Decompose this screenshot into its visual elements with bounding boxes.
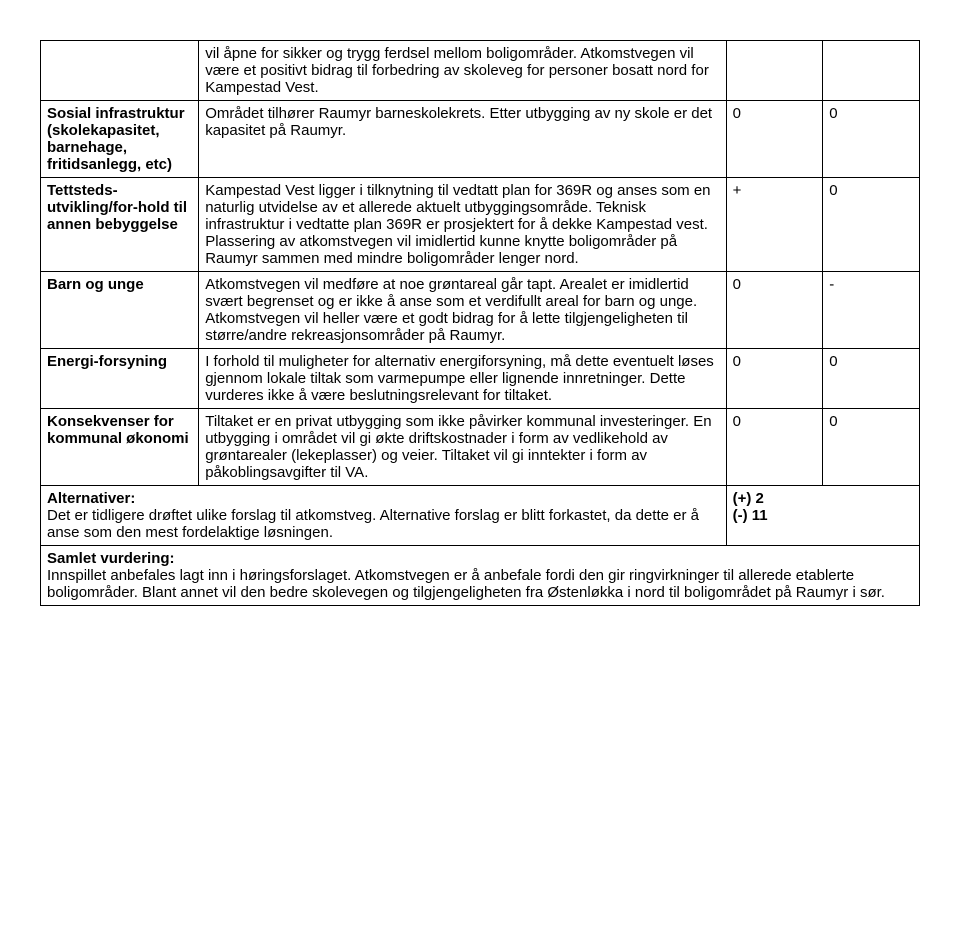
summary-heading: Samlet vurdering: (47, 550, 175, 567)
table-row: Energi-forsyning I forhold til mulighete… (41, 349, 920, 409)
row-desc: Området tilhører Raumyr barneskolekrets.… (199, 101, 726, 178)
table-row: Sosial infrastruktur (skolekapasitet, ba… (41, 101, 920, 178)
alt-score-plus: (+) 2 (733, 490, 913, 507)
row-score-1 (726, 41, 823, 101)
row-score-2: 0 (823, 101, 920, 178)
row-desc: Atkomstvegen vil medføre at noe grøntare… (199, 272, 726, 349)
row-score-1: 0 (726, 272, 823, 349)
summary-row: Samlet vurdering: Innspillet anbefales l… (41, 546, 920, 606)
table-row: Tettsteds-utvikling/for-hold til annen b… (41, 178, 920, 272)
table-row: vil åpne for sikker og trygg ferdsel mel… (41, 41, 920, 101)
row-score-1: 0 (726, 101, 823, 178)
row-desc: I forhold til muligheter for alternativ … (199, 349, 726, 409)
row-score-2: 0 (823, 178, 920, 272)
row-score-2: 0 (823, 409, 920, 486)
row-label: Energi-forsyning (41, 349, 199, 409)
row-score-2: 0 (823, 349, 920, 409)
table-row: Konsekvenser for kommunal økonomi Tiltak… (41, 409, 920, 486)
row-score-1: 0 (726, 349, 823, 409)
table-row: Barn og unge Atkomstvegen vil medføre at… (41, 272, 920, 349)
row-label (41, 41, 199, 101)
row-desc: Kampestad Vest ligger i tilknytning til … (199, 178, 726, 272)
assessment-table: vil åpne for sikker og trygg ferdsel mel… (40, 40, 920, 606)
row-score-1: + (726, 178, 823, 272)
row-label: Tettsteds-utvikling/for-hold til annen b… (41, 178, 199, 272)
alternatives-cell: Alternativer: Det er tidligere drøftet u… (41, 486, 727, 546)
alt-score-minus: (-) 11 (733, 507, 913, 524)
row-label: Sosial infrastruktur (skolekapasitet, ba… (41, 101, 199, 178)
summary-cell: Samlet vurdering: Innspillet anbefales l… (41, 546, 920, 606)
alternatives-score: (+) 2 (-) 11 (726, 486, 919, 546)
row-label: Barn og unge (41, 272, 199, 349)
alternatives-heading: Alternativer: (47, 490, 135, 507)
row-score-2 (823, 41, 920, 101)
row-label: Konsekvenser for kommunal økonomi (41, 409, 199, 486)
row-desc: vil åpne for sikker og trygg ferdsel mel… (199, 41, 726, 101)
summary-text: Innspillet anbefales lagt inn i høringsf… (47, 567, 913, 601)
row-desc: Tiltaket er en privat utbygging som ikke… (199, 409, 726, 486)
row-score-1: 0 (726, 409, 823, 486)
row-score-2: - (823, 272, 920, 349)
alternatives-text: Det er tidligere drøftet ulike forslag t… (47, 507, 720, 541)
alternatives-row: Alternativer: Det er tidligere drøftet u… (41, 486, 920, 546)
